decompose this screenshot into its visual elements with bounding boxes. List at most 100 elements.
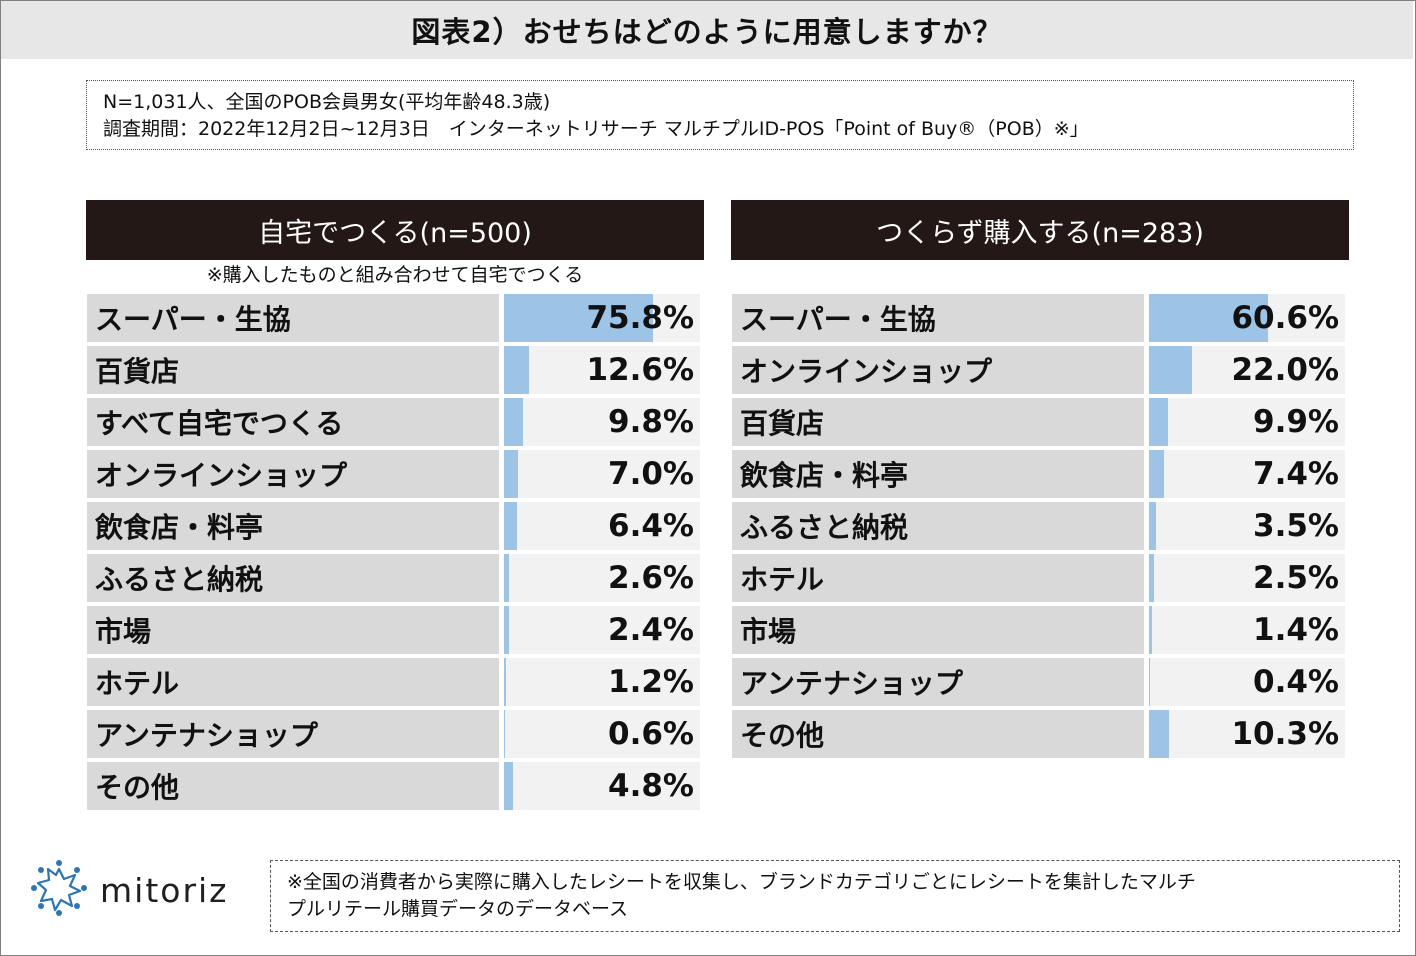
survey-info-box: N=1,031人、全国のPOB会員男女(平均年齢48.3歳) 調査期間：2022… — [86, 80, 1354, 150]
value-label: 2.4% — [608, 612, 694, 648]
value-label: 0.6% — [608, 716, 694, 752]
bar — [1149, 346, 1193, 394]
bar — [504, 710, 506, 758]
bar-row: その他 4.8% — [86, 762, 704, 810]
mitoriz-logo: mitoriz — [28, 858, 248, 922]
footnote-line-2: プルリテール購買データのデータベース — [287, 898, 629, 920]
bar-row: スーパー・生協 75.8% — [86, 294, 704, 342]
value-label: 6.4% — [608, 508, 694, 544]
bar — [504, 762, 514, 810]
bar-track: 0.6% — [504, 710, 700, 758]
logo-wordmark: mitoriz — [100, 870, 229, 910]
bar-track: 9.9% — [1149, 398, 1345, 446]
bar — [1149, 450, 1164, 498]
category-label: 百貨店 — [732, 398, 1144, 446]
bar-track: 7.4% — [1149, 450, 1345, 498]
bar-row: スーパー・生協 60.6% — [731, 294, 1349, 342]
bar-row: 百貨店 12.6% — [86, 346, 704, 394]
value-label: 2.6% — [608, 560, 694, 596]
bar-row: アンテナショップ 0.6% — [86, 710, 704, 758]
bar-track: 22.0% — [1149, 346, 1345, 394]
bar — [504, 346, 529, 394]
bar — [1149, 606, 1152, 654]
category-label: スーパー・生協 — [732, 294, 1144, 342]
bar-row: すべて自宅でつくる 9.8% — [86, 398, 704, 446]
category-label: ホテル — [87, 658, 499, 706]
panel-subtitle: ※購入したものと組み合わせて自宅でつくる — [206, 264, 584, 286]
figure-title: 図表2）おせちはどのように用意しますか？ — [1, 1, 1413, 59]
bar-row: ホテル 1.2% — [86, 658, 704, 706]
category-label: 百貨店 — [87, 346, 499, 394]
category-label: 市場 — [87, 606, 499, 654]
bar — [504, 450, 518, 498]
bar-track: 6.4% — [504, 502, 700, 550]
category-label: 飲食店・料亭 — [732, 450, 1144, 498]
bar-track: 9.8% — [504, 398, 700, 446]
bar-track: 1.2% — [504, 658, 700, 706]
bar-track: 2.5% — [1149, 554, 1345, 602]
value-label: 1.2% — [608, 664, 694, 700]
bar-row: オンラインショップ 7.0% — [86, 450, 704, 498]
bar-row: 飲食店・料亭 7.4% — [731, 450, 1349, 498]
bar-row: ふるさと納税 3.5% — [731, 502, 1349, 550]
category-label: スーパー・生協 — [87, 294, 499, 342]
bar — [504, 658, 507, 706]
panel-title: 自宅でつくる(n=500) — [86, 200, 704, 260]
bar — [504, 398, 524, 446]
bar-track: 4.8% — [504, 762, 700, 810]
bar-track: 1.4% — [1149, 606, 1345, 654]
value-label: 75.8% — [586, 300, 694, 336]
bar — [504, 294, 653, 342]
bar — [1149, 398, 1169, 446]
survey-period-line: 調査期間：2022年12月2日~12月3日 インターネットリサーチ マルチプルI… — [103, 118, 1089, 140]
value-label: 7.0% — [608, 456, 694, 492]
value-label: 9.9% — [1253, 404, 1339, 440]
value-label: 2.5% — [1253, 560, 1339, 596]
bar-track: 60.6% — [1149, 294, 1345, 342]
value-label: 4.8% — [608, 768, 694, 804]
bar-track: 2.4% — [504, 606, 700, 654]
panel-title: つくらず購入する(n=283) — [731, 200, 1349, 260]
category-label: オンラインショップ — [87, 450, 499, 498]
bar — [504, 502, 517, 550]
chart-panel-purchased: つくらず購入する(n=283) スーパー・生協 60.6% オンラインショップ 22.… — [731, 200, 1349, 758]
bar-row: ホテル 2.5% — [731, 554, 1349, 602]
bar — [1149, 710, 1170, 758]
bar-track: 3.5% — [1149, 502, 1345, 550]
bar-row: アンテナショップ 0.4% — [731, 658, 1349, 706]
bar-row: 百貨店 9.9% — [731, 398, 1349, 446]
bar-row: ふるさと納税 2.6% — [86, 554, 704, 602]
value-label: 10.3% — [1231, 716, 1339, 752]
bar-track: 10.3% — [1149, 710, 1345, 758]
bar-row: オンラインショップ 22.0% — [731, 346, 1349, 394]
bar-row: 市場 2.4% — [86, 606, 704, 654]
bar-track: 2.6% — [504, 554, 700, 602]
survey-sample-line: N=1,031人、全国のPOB会員男女(平均年齢48.3歳) — [103, 91, 551, 113]
chart-panel-home-made: 自宅でつくる(n=500) ※購入したものと組み合わせて自宅でつくる スーパー・… — [86, 200, 704, 810]
bar-track: 12.6% — [504, 346, 700, 394]
category-label: すべて自宅でつくる — [87, 398, 499, 446]
category-label: その他 — [87, 762, 499, 810]
category-label: アンテナショップ — [87, 710, 499, 758]
category-label: 飲食店・料亭 — [87, 502, 499, 550]
bar-row: 飲食店・料亭 6.4% — [86, 502, 704, 550]
value-label: 3.5% — [1253, 508, 1339, 544]
category-label: その他 — [732, 710, 1144, 758]
bar — [504, 606, 509, 654]
bar-track: 0.4% — [1149, 658, 1345, 706]
bar — [504, 554, 510, 602]
category-label: オンラインショップ — [732, 346, 1144, 394]
bar — [1149, 502, 1156, 550]
category-label: ふるさと納税 — [87, 554, 499, 602]
footnote-line-1: ※全国の消費者から実際に購入したレシートを収集し、ブランドカテゴリごとにレシート… — [287, 871, 1196, 893]
bar — [1149, 554, 1154, 602]
value-label: 12.6% — [586, 352, 694, 388]
value-label: 7.4% — [1253, 456, 1339, 492]
bar — [1149, 658, 1150, 706]
starburst-logo-icon — [28, 857, 90, 923]
category-label: ホテル — [732, 554, 1144, 602]
bar-track: 75.8% — [504, 294, 700, 342]
value-label: 1.4% — [1253, 612, 1339, 648]
value-label: 60.6% — [1231, 300, 1339, 336]
bar — [1149, 294, 1268, 342]
